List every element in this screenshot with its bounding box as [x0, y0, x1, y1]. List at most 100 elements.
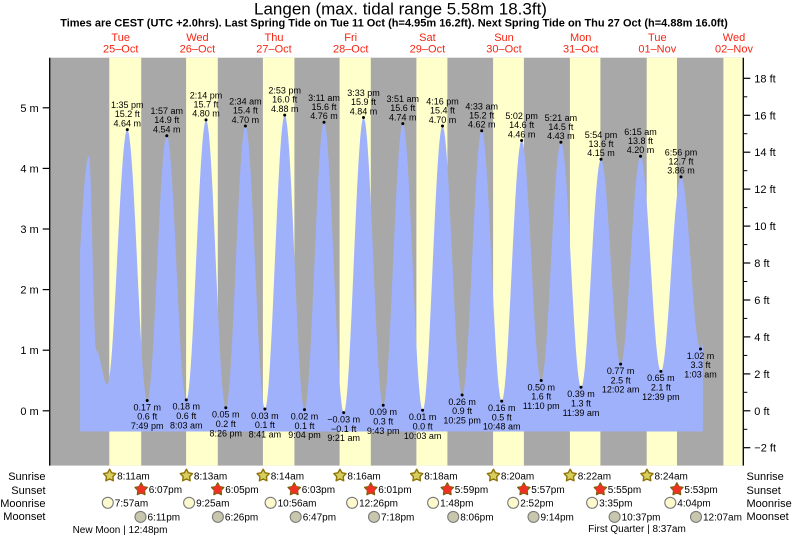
svg-text:15.6 ft: 15.6 ft: [311, 102, 337, 112]
svg-text:10 ft: 10 ft: [754, 221, 775, 233]
svg-text:8 ft: 8 ft: [754, 258, 769, 270]
svg-text:6:05pm: 6:05pm: [225, 485, 258, 496]
svg-text:28–Oct: 28–Oct: [333, 44, 368, 56]
svg-text:Mon: Mon: [570, 32, 591, 44]
svg-text:0.0 ft: 0.0 ft: [413, 421, 434, 431]
svg-text:25–Oct: 25–Oct: [103, 44, 138, 56]
svg-text:Moonset: Moonset: [3, 511, 45, 523]
svg-text:6 ft: 6 ft: [754, 295, 769, 307]
svg-text:Sunrise: Sunrise: [747, 471, 784, 483]
svg-text:6:11pm: 6:11pm: [148, 513, 181, 524]
svg-text:13.8 ft: 13.8 ft: [628, 136, 654, 146]
svg-text:3.86 m: 3.86 m: [667, 166, 695, 176]
svg-text:8:24am: 8:24am: [655, 471, 688, 482]
svg-text:2:14 pm: 2:14 pm: [190, 90, 223, 100]
svg-text:0.3 ft: 0.3 ft: [373, 417, 394, 427]
svg-text:8:14am: 8:14am: [271, 471, 304, 482]
svg-text:Thu: Thu: [265, 32, 284, 44]
svg-text:0.17 m: 0.17 m: [133, 402, 161, 412]
svg-text:3:35pm: 3:35pm: [599, 499, 632, 510]
svg-text:8:26 pm: 8:26 pm: [210, 428, 243, 438]
svg-text:0.9 ft: 0.9 ft: [452, 406, 473, 416]
svg-text:02–Nov: 02–Nov: [715, 44, 753, 56]
svg-text:12 ft: 12 ft: [754, 184, 775, 196]
svg-text:7:18pm: 7:18pm: [381, 513, 414, 524]
svg-text:4 m: 4 m: [20, 163, 38, 175]
svg-text:Wed: Wed: [723, 32, 745, 44]
svg-text:0.18 m: 0.18 m: [173, 402, 201, 412]
svg-text:4:04pm: 4:04pm: [677, 499, 710, 510]
svg-text:12:26pm: 12:26pm: [359, 499, 398, 510]
svg-text:0.50 m: 0.50 m: [527, 382, 555, 392]
svg-text:16 ft: 16 ft: [754, 110, 775, 122]
svg-text:1.3 ft: 1.3 ft: [571, 398, 592, 408]
svg-text:8:03 am: 8:03 am: [170, 421, 203, 431]
svg-text:1:35 pm: 1:35 pm: [111, 100, 144, 110]
svg-text:Moonrise: Moonrise: [747, 498, 792, 510]
svg-text:0.02 m: 0.02 m: [291, 411, 319, 421]
svg-text:31–Oct: 31–Oct: [563, 44, 598, 56]
svg-text:14.6 ft: 14.6 ft: [509, 120, 535, 130]
svg-text:1 m: 1 m: [20, 345, 38, 357]
svg-text:0.65 m: 0.65 m: [647, 373, 675, 383]
svg-text:4.43 m: 4.43 m: [547, 131, 575, 141]
svg-text:4.84 m: 4.84 m: [350, 106, 378, 116]
svg-text:0.26 m: 0.26 m: [448, 397, 476, 407]
svg-text:10:48 am: 10:48 am: [483, 422, 521, 432]
svg-text:First Quarter | 8:37am: First Quarter | 8:37am: [588, 524, 686, 535]
svg-text:15.2 ft: 15.2 ft: [115, 109, 141, 119]
svg-text:6:01pm: 6:01pm: [378, 485, 411, 496]
svg-text:4.54 m: 4.54 m: [153, 125, 181, 135]
svg-text:01–Nov: 01–Nov: [638, 44, 676, 56]
svg-text:Tue: Tue: [111, 32, 130, 44]
svg-text:12:02 am: 12:02 am: [602, 385, 640, 395]
svg-text:5:59pm: 5:59pm: [455, 485, 488, 496]
svg-text:3:11 am: 3:11 am: [308, 93, 340, 103]
svg-text:14.5 ft: 14.5 ft: [548, 122, 574, 132]
svg-text:Sunrise: Sunrise: [8, 471, 45, 483]
svg-text:4.62 m: 4.62 m: [468, 120, 496, 130]
svg-text:5:54 pm: 5:54 pm: [585, 130, 618, 140]
svg-text:4.88 m: 4.88 m: [271, 104, 299, 114]
svg-text:15.4 ft: 15.4 ft: [430, 106, 456, 116]
svg-text:11:10 pm: 11:10 pm: [523, 401, 560, 411]
svg-text:0.09 m: 0.09 m: [369, 407, 397, 417]
svg-text:8:22am: 8:22am: [578, 471, 611, 482]
svg-text:Tue: Tue: [648, 32, 667, 44]
svg-text:8:06pm: 8:06pm: [460, 513, 493, 524]
svg-text:2.5 ft: 2.5 ft: [611, 375, 632, 385]
svg-text:26–Oct: 26–Oct: [180, 44, 215, 56]
svg-text:10:03 am: 10:03 am: [404, 431, 442, 441]
svg-text:14 ft: 14 ft: [754, 147, 775, 159]
svg-text:0.39 m: 0.39 m: [567, 389, 595, 399]
svg-text:6:03pm: 6:03pm: [302, 485, 335, 496]
svg-text:8:18am: 8:18am: [424, 471, 457, 482]
svg-text:1:57 am: 1:57 am: [151, 106, 184, 116]
svg-text:6:26pm: 6:26pm: [225, 513, 258, 524]
svg-text:9:04 pm: 9:04 pm: [288, 430, 321, 440]
svg-text:3.3 ft: 3.3 ft: [690, 360, 711, 370]
svg-text:Moonset: Moonset: [747, 511, 789, 523]
svg-text:0.16 m: 0.16 m: [488, 403, 516, 413]
svg-text:0.1 ft: 0.1 ft: [294, 421, 315, 431]
svg-text:10:25 pm: 10:25 pm: [443, 416, 481, 426]
svg-text:0.2 ft: 0.2 ft: [216, 419, 237, 429]
svg-text:Sat: Sat: [419, 32, 436, 44]
svg-text:15.2 ft: 15.2 ft: [469, 110, 495, 120]
svg-text:2 ft: 2 ft: [754, 369, 769, 381]
svg-text:4.70 m: 4.70 m: [429, 115, 457, 125]
svg-text:8:20am: 8:20am: [501, 471, 534, 482]
svg-text:8:16am: 8:16am: [347, 471, 380, 482]
svg-text:2:53 pm: 2:53 pm: [268, 86, 301, 96]
svg-text:7:49 pm: 7:49 pm: [131, 421, 164, 431]
svg-text:4.15 m: 4.15 m: [587, 148, 615, 158]
svg-text:8:13am: 8:13am: [194, 471, 227, 482]
svg-text:5:21 am: 5:21 am: [545, 113, 578, 123]
svg-text:2.1 ft: 2.1 ft: [651, 383, 672, 393]
svg-text:Times are CEST (UTC +2.0hrs).: Times are CEST (UTC +2.0hrs). Last Sprin…: [60, 18, 728, 30]
svg-text:0.1 ft: 0.1 ft: [255, 420, 276, 430]
svg-text:4.46 m: 4.46 m: [508, 129, 536, 139]
svg-text:1:03 am: 1:03 am: [684, 370, 717, 380]
svg-text:2:52pm: 2:52pm: [520, 499, 553, 510]
svg-text:Fri: Fri: [344, 32, 357, 44]
